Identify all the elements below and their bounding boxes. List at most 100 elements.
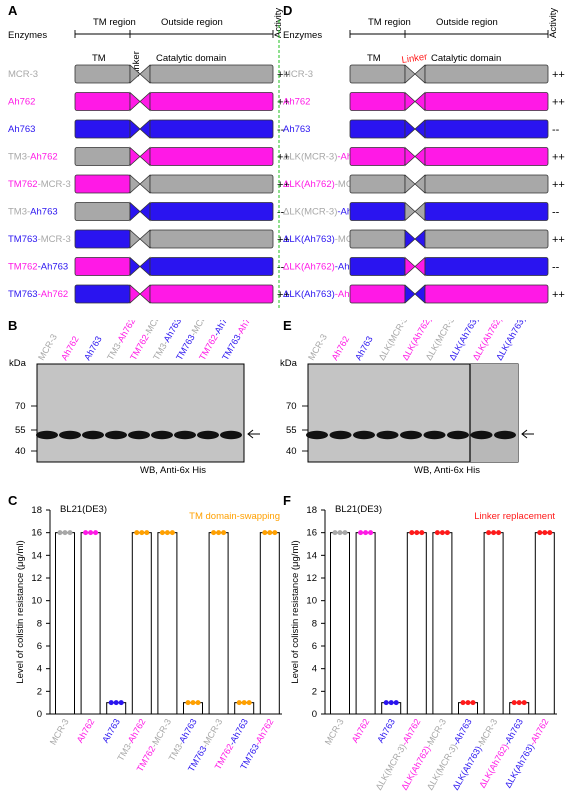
tm-domain-box [349, 202, 406, 221]
protein-band [494, 430, 516, 440]
data-point [169, 530, 175, 536]
protein-band [105, 430, 127, 440]
data-point [267, 530, 273, 536]
enzyme-construct-row: MCR-3 ++ [8, 64, 290, 84]
linker-bowtie [129, 174, 151, 194]
activity-value: ++ [552, 234, 565, 246]
data-point [134, 530, 140, 536]
data-point [332, 530, 338, 536]
data-point [62, 530, 68, 536]
data-point [511, 700, 517, 706]
linker-bowtie [404, 119, 426, 139]
catalytic-domain-box [424, 202, 549, 221]
protein-band [353, 430, 375, 440]
enzyme-name: Ah763 [283, 124, 310, 135]
catalytic-domain-box [424, 64, 549, 84]
data-point [272, 530, 278, 536]
catalytic-domain-box [149, 119, 274, 139]
strain-label: BL21(DE3) [335, 504, 382, 515]
protein-band [59, 430, 81, 440]
blot-caption: WB, Anti-6x His [140, 465, 206, 476]
protein-band [174, 430, 196, 440]
tm-domain-box [349, 64, 406, 84]
enzyme-name: MCR-3 [8, 69, 38, 80]
data-point [93, 530, 99, 536]
data-point [465, 700, 471, 706]
y-tick-label: 2 [312, 686, 317, 697]
bar [432, 532, 453, 715]
tm-domain-box [74, 284, 131, 304]
x-category-label: MCR-3 [48, 717, 71, 747]
linker-bowtie [404, 256, 426, 277]
tm-domain-box [74, 257, 131, 276]
tm-region-header: TM region [368, 17, 411, 28]
lane-label: Ah763 [353, 334, 375, 362]
data-point [159, 530, 165, 536]
enzyme-name: TM763-MCR-3 [8, 234, 71, 245]
activity-value: ++ [552, 97, 565, 109]
enzyme-construct-row: Ah763 -- [8, 119, 285, 139]
band-arrow-icon [247, 429, 260, 439]
lane-label: MCR-3 [306, 332, 329, 362]
data-point [57, 530, 63, 536]
data-point [368, 530, 374, 536]
data-point [388, 700, 394, 706]
marker-label: 55 [15, 425, 26, 436]
catalytic-domain-box [149, 257, 274, 276]
catalytic-domain-box [149, 92, 274, 111]
data-point [521, 700, 527, 706]
protein-band [151, 430, 173, 440]
protein-band [423, 430, 446, 440]
enzyme-construct-row: TM763-MCR-3 ++ [8, 229, 290, 249]
linker-bowtie [404, 284, 426, 304]
data-point [547, 530, 553, 536]
data-point [236, 700, 242, 706]
activity-value: ++ [552, 289, 565, 301]
linker-bowtie [404, 229, 426, 249]
data-point [439, 530, 445, 536]
enzyme-name: TM762-MCR-3 [8, 179, 71, 190]
y-tick-label: 16 [306, 528, 317, 539]
linker-bowtie [129, 119, 151, 139]
data-point [108, 700, 114, 706]
catalytic-domain-box [424, 92, 549, 111]
data-point [337, 530, 343, 536]
lane-label: ΔLK(Ah763)-Ah762 [494, 320, 542, 362]
tm-domain-box [74, 64, 131, 84]
data-point [393, 700, 399, 706]
data-point [444, 530, 450, 536]
marker-label: 55 [286, 425, 297, 436]
y-tick-label: 2 [37, 686, 42, 697]
enzyme-name: MCR-3 [283, 69, 313, 80]
marker-label: 40 [15, 446, 26, 457]
y-tick-label: 18 [306, 505, 317, 516]
y-tick-label: 10 [31, 596, 42, 607]
protein-band [329, 430, 352, 440]
enzyme-construct-row: ΔLK(Ah763)-MCR-3++ [283, 229, 565, 249]
panel-letter-a: A [8, 3, 18, 18]
tm-domain-box [349, 147, 406, 166]
y-tick-label: 6 [312, 641, 317, 652]
catalytic-domain-box [424, 229, 549, 249]
tm-domain-box [74, 92, 131, 111]
catalytic-domain-box [149, 64, 274, 84]
catalytic-domain-box [424, 119, 549, 139]
activity-value: -- [552, 124, 560, 136]
linker-bowtie [129, 146, 151, 167]
protein-band [128, 430, 150, 440]
outside-region-header: Outside region [436, 17, 498, 28]
tm-domain-box [349, 92, 406, 111]
marker-label: 70 [15, 401, 26, 412]
enzyme-name: TM763-Ah762 [8, 289, 68, 300]
catalytic-domain-box [424, 257, 549, 276]
marker-label: 40 [286, 446, 297, 457]
linker-bowtie [404, 64, 426, 84]
enzyme-construct-row: ΔLK(Ah762)-MCR-3++ [283, 174, 565, 194]
protein-band [447, 430, 469, 440]
tm-domain-box [74, 147, 131, 166]
data-point [460, 700, 466, 706]
activity-value: ++ [277, 179, 290, 191]
protein-band [197, 430, 219, 440]
y-tick-label: 16 [31, 528, 42, 539]
data-point [409, 530, 415, 536]
